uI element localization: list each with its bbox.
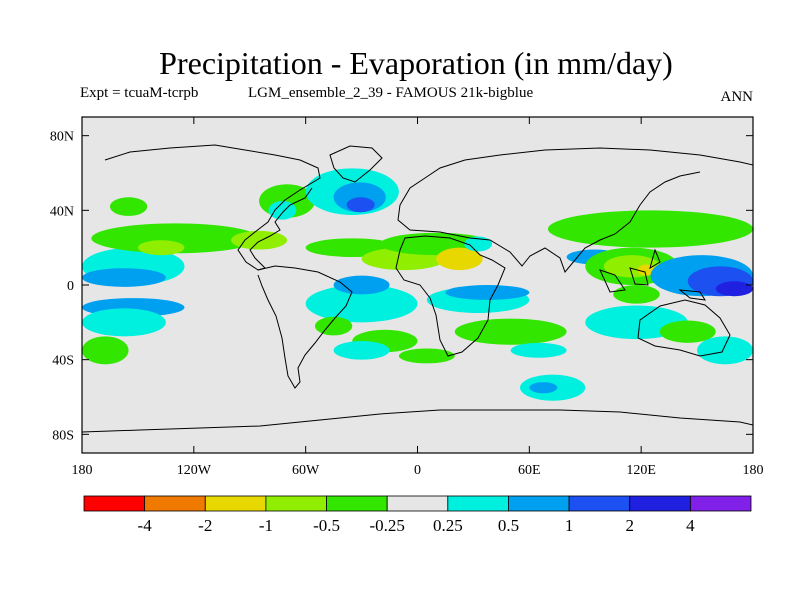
chart-title: Precipitation - Evaporation (in mm/day): [159, 45, 673, 81]
season-label: ANN: [721, 89, 754, 105]
greenland-coast: [329, 145, 383, 183]
colorbar-label-6: 0.5: [498, 516, 519, 535]
field-region-17: [333, 275, 390, 295]
colorbar-label-3: -0.5: [313, 516, 340, 535]
colorbar-swatch-1: [144, 495, 206, 512]
colorbar-swatch-7: [508, 495, 570, 512]
field-region-20: [333, 341, 390, 360]
field-region-26: [510, 342, 567, 358]
se-asia-islands: [599, 248, 706, 301]
map-background: [82, 117, 753, 453]
field-region-5: [137, 240, 185, 256]
field-region-27: [464, 236, 493, 252]
colorbar-swatch-8: [568, 495, 631, 512]
x-tick-label-0: 180: [72, 463, 93, 478]
colorbar-swatch-2: [204, 495, 267, 512]
x-tick-label-2: 60W: [292, 463, 320, 478]
colorbar-swatch-4: [326, 495, 388, 512]
x-tick-label-4: 60E: [518, 463, 541, 478]
field-region-41: [529, 382, 558, 394]
colorbar-label-1: -2: [198, 516, 212, 535]
field-region-1: [82, 268, 166, 287]
colorbar-label-7: 1: [565, 516, 574, 535]
y-tick-label-4: 80S: [52, 428, 74, 443]
field-region-7: [82, 336, 129, 365]
colorbar-swatch-6: [447, 495, 509, 512]
field-region-25: [454, 318, 567, 345]
colorbar-label-0: -4: [138, 516, 153, 535]
field-region-28: [547, 210, 753, 248]
colorbar-label-4: -0.25: [369, 516, 404, 535]
field-region-3: [82, 308, 166, 337]
y-tick-label-2: 0: [67, 279, 74, 294]
colorbar-swatch-10: [689, 495, 752, 512]
colorbar-label-8: 2: [625, 516, 634, 535]
colorbar-label-9: 4: [686, 516, 695, 535]
field-region-37: [613, 285, 660, 304]
field-region-38: [659, 320, 716, 343]
x-axis: 180 120W 60W 0 60E 120E 180: [72, 117, 764, 478]
field-region-16: [305, 285, 418, 323]
field-region-42: [398, 348, 455, 364]
field-region-8: [109, 197, 148, 216]
africa-coast: [395, 235, 506, 357]
field-region-13: [346, 197, 375, 213]
field-region-39: [697, 336, 753, 365]
field-region-6: [231, 230, 288, 250]
y-axis: 80N 40N 0 40S 80S: [50, 130, 753, 443]
precip-evap-field: [82, 168, 753, 401]
colorbar-swatch-5: [386, 495, 449, 512]
colorbar-label-5: 0.25: [433, 516, 463, 535]
field-region-22: [436, 247, 483, 271]
colorbar: -4 -2 -1 -0.5 -0.25 0.25 0.5 1 2 4: [83, 495, 752, 535]
antarctica-coast: [82, 409, 753, 433]
field-region-24: [445, 285, 530, 300]
eurasia-coast: [397, 147, 753, 273]
colorbar-swatch-3: [265, 495, 327, 512]
south-america-coast: [257, 265, 353, 389]
y-tick-label-1: 40N: [50, 204, 74, 219]
coastlines: [82, 144, 753, 433]
experiment-label: Expt = tcuaM-tcrpb: [80, 85, 198, 101]
colorbar-label-2: -1: [259, 516, 273, 535]
colorbar-swatch-9: [629, 495, 691, 512]
run-label: LGM_ensemble_2_39 - FAMOUS 21k-bigblue: [248, 85, 533, 101]
field-region-4: [91, 223, 260, 254]
north-america-coast: [104, 144, 321, 271]
x-tick-label-5: 120E: [626, 463, 656, 478]
x-tick-label-1: 120W: [177, 463, 212, 478]
field-region-35: [715, 281, 753, 297]
y-tick-label-3: 40S: [52, 354, 74, 369]
x-tick-label-6: 180: [743, 463, 764, 478]
y-tick-label-0: 80N: [50, 130, 74, 145]
colorbar-swatch-0: [83, 495, 146, 512]
x-tick-label-3: 0: [414, 463, 421, 478]
australia-coast: [637, 299, 731, 357]
